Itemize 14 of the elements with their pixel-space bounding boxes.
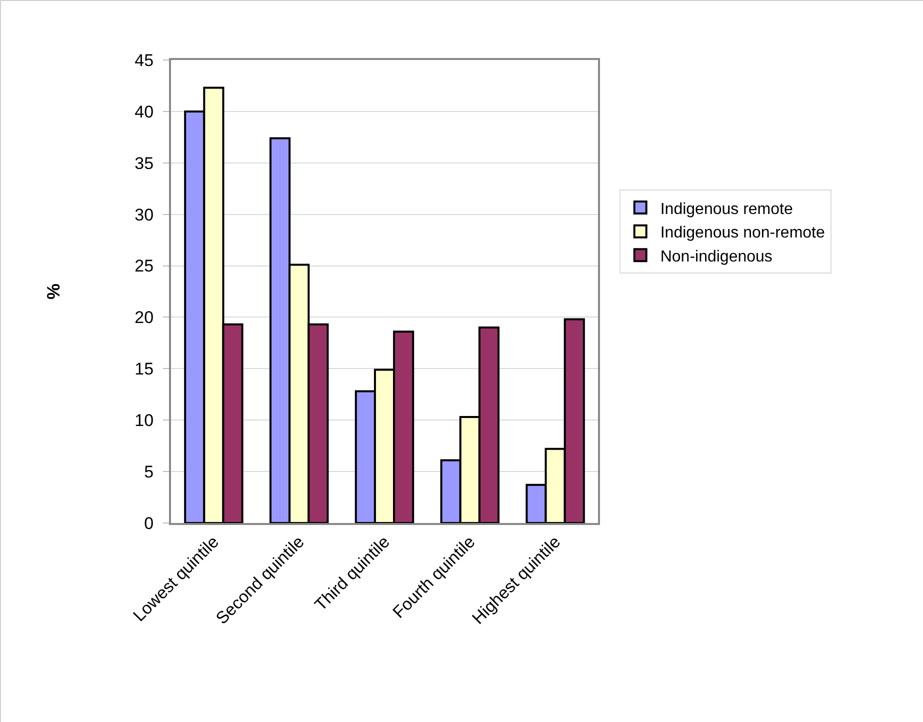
y-tick-label: 40 xyxy=(134,102,154,122)
y-tick-label: 45 xyxy=(134,50,154,70)
y-tick-label: 25 xyxy=(134,256,154,276)
y-tick-label: 10 xyxy=(134,411,154,430)
y-tick-label: 30 xyxy=(134,205,154,224)
y-axis-title: % xyxy=(43,283,64,300)
y-tick-label: 5 xyxy=(144,462,154,482)
y-tick-label: 20 xyxy=(134,308,154,328)
legend-label: Non-indigenous xyxy=(660,248,772,266)
legend-label: Indigenous remote xyxy=(660,200,793,218)
y-tick-label: 15 xyxy=(134,360,154,379)
y-tick-label: 0 xyxy=(144,514,154,533)
y-tick-label: 35 xyxy=(134,154,154,173)
legend-label: Indigenous non-remote xyxy=(660,224,826,242)
